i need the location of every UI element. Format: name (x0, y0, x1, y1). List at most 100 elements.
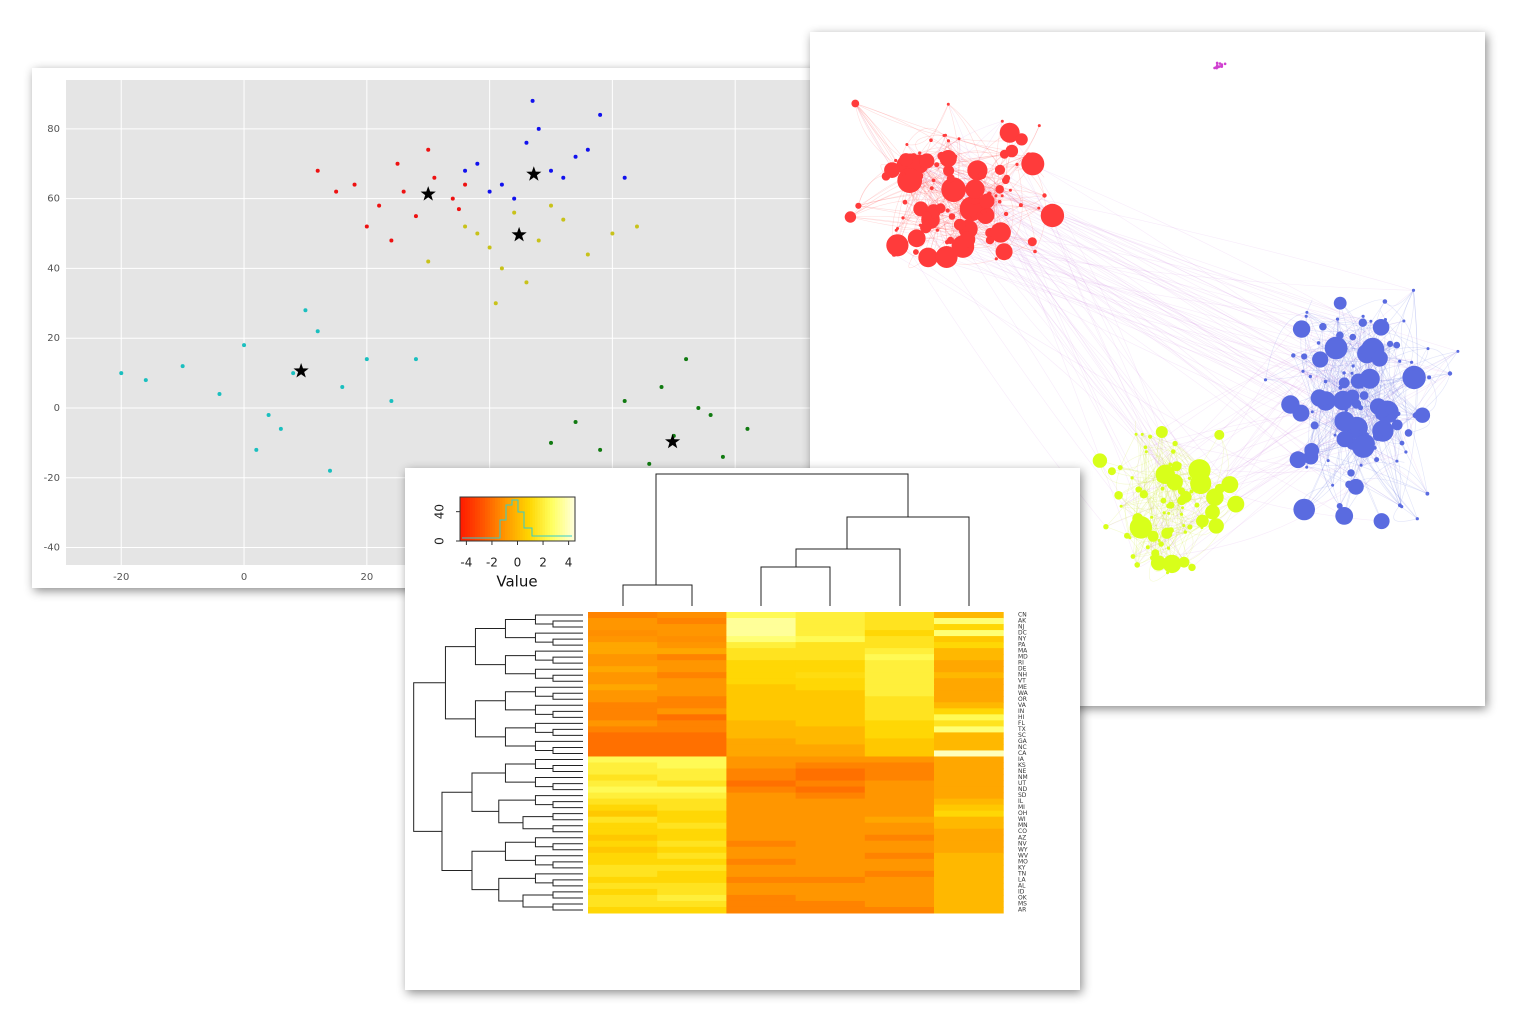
color-key-swatch (487, 497, 491, 541)
network-edge (1163, 451, 1183, 508)
color-key-swatch (570, 497, 573, 541)
row-label: TN (1017, 870, 1026, 877)
point (119, 371, 124, 376)
network-edge (1136, 434, 1352, 474)
network-edge (1306, 299, 1313, 313)
color-key-swatch (467, 497, 471, 541)
network-node (1190, 472, 1212, 495)
point (377, 203, 382, 208)
network-node (1033, 249, 1037, 254)
heat-cell (864, 852, 935, 860)
heat-cell (726, 906, 797, 914)
heat-cell (588, 750, 658, 757)
network-edge (1306, 312, 1397, 347)
network-edge (1300, 301, 1386, 414)
network-edge (1343, 460, 1397, 517)
heat-cell (726, 762, 797, 770)
network-node (1160, 497, 1167, 504)
heat-cell (934, 732, 1004, 739)
histogram (462, 499, 572, 539)
heat-cell (864, 822, 935, 830)
network-node (1179, 512, 1184, 516)
color-key-swatch (495, 497, 498, 541)
heat-cell (795, 810, 866, 818)
heat-cell (864, 636, 935, 643)
column-dendrogram (622, 473, 970, 606)
network-edge (1132, 373, 1451, 557)
row-label: SC (1018, 732, 1026, 739)
network-node (979, 193, 995, 209)
heat-cell (795, 648, 866, 655)
network-edge (1120, 453, 1171, 468)
network-edge (933, 180, 1414, 291)
heat-cell (657, 756, 727, 763)
heat-cell (588, 858, 658, 866)
network-edge (943, 135, 1003, 197)
network-node (1263, 378, 1268, 382)
heat-cell (934, 648, 1004, 655)
network-node (965, 179, 985, 199)
network-edge (999, 189, 1014, 252)
network-node (1357, 405, 1364, 411)
point (598, 112, 603, 117)
network-node (1227, 501, 1232, 507)
point (524, 280, 529, 285)
network-edge (990, 232, 1451, 374)
point (696, 405, 701, 410)
network-node (899, 153, 913, 167)
heat-cell (795, 858, 866, 866)
heat-cell (934, 624, 1004, 631)
network-edge (1189, 404, 1291, 528)
heat-cell (588, 738, 658, 745)
heat-cell (726, 624, 797, 631)
network-edge (855, 103, 1022, 142)
heat-cell (726, 792, 797, 800)
point (266, 412, 271, 417)
heat-cell (726, 876, 797, 884)
row-label: WY (1018, 846, 1028, 853)
network-node (1411, 367, 1415, 371)
point (512, 196, 517, 201)
point (426, 147, 431, 152)
heat-cell (864, 810, 935, 818)
row-label: RI (1018, 660, 1024, 667)
heat-cell (934, 672, 1004, 679)
heat-cell (588, 696, 658, 703)
heat-cell (864, 690, 935, 697)
point (364, 357, 369, 362)
network-edge (1134, 541, 1162, 565)
network-node (935, 246, 958, 268)
network-edge (1118, 414, 1417, 496)
point (659, 385, 664, 390)
color-key-swatch (525, 497, 528, 541)
network-edge (1132, 513, 1169, 557)
point (475, 161, 480, 166)
point (143, 378, 148, 383)
point (610, 231, 615, 236)
network-edge (969, 217, 1353, 397)
heat-cell (657, 636, 727, 643)
network-node (1000, 194, 1004, 198)
network-edge (1009, 132, 1183, 501)
heat-cell (795, 612, 866, 619)
network-node (920, 221, 932, 234)
network-node (1334, 411, 1355, 432)
point (745, 426, 750, 431)
point (413, 214, 418, 219)
row-label: DE (1018, 666, 1027, 673)
color-key-swatch (497, 497, 501, 541)
row-label: PA (1018, 642, 1026, 649)
network-edge (1131, 356, 1325, 479)
dendro-branch (846, 516, 970, 606)
network-node (1167, 501, 1175, 509)
heat-cell (657, 858, 727, 866)
heat-cell (657, 702, 727, 709)
network-node (1124, 532, 1130, 539)
x-tick-label: 20 (360, 572, 373, 583)
point (463, 224, 468, 229)
color-key-swatch (555, 497, 558, 541)
network-edge (1136, 500, 1183, 566)
heat-cell (934, 888, 1004, 896)
network-edge (943, 135, 997, 197)
network-edge (920, 121, 1003, 210)
